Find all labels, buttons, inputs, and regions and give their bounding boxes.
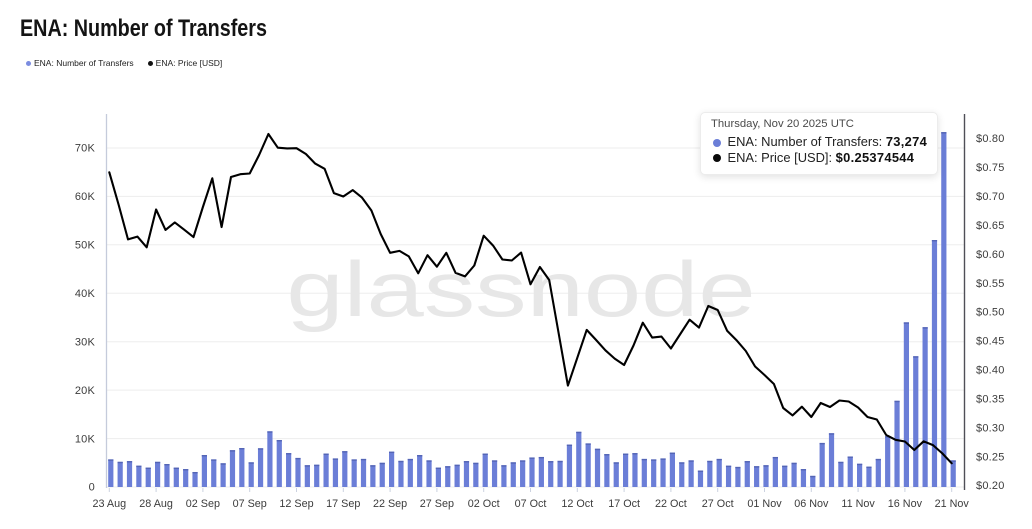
svg-text:01 Nov: 01 Nov xyxy=(747,498,782,510)
svg-text:10K: 10K xyxy=(75,433,96,445)
svg-text:02 Sep: 02 Sep xyxy=(186,498,220,510)
svg-text:$0.50: $0.50 xyxy=(976,307,1005,319)
svg-text:11 Nov: 11 Nov xyxy=(841,498,875,510)
svg-text:$0.40: $0.40 xyxy=(976,365,1005,377)
svg-text:$0.60: $0.60 xyxy=(976,249,1005,261)
svg-text:22 Oct: 22 Oct xyxy=(655,498,687,510)
svg-text:$0.45: $0.45 xyxy=(976,336,1005,348)
svg-text:02 Oct: 02 Oct xyxy=(468,498,500,510)
svg-text:12 Sep: 12 Sep xyxy=(279,498,313,510)
svg-text:$0.75: $0.75 xyxy=(976,162,1005,174)
svg-text:$0.55: $0.55 xyxy=(976,278,1005,290)
svg-text:20K: 20K xyxy=(75,385,96,397)
svg-text:17 Sep: 17 Sep xyxy=(326,498,360,510)
svg-text:glassnode: glassnode xyxy=(286,246,755,333)
svg-text:07 Oct: 07 Oct xyxy=(515,498,547,510)
svg-text:40K: 40K xyxy=(75,288,96,300)
svg-text:$0.30: $0.30 xyxy=(976,422,1005,434)
svg-text:$0.65: $0.65 xyxy=(976,220,1005,232)
svg-text:06 Nov: 06 Nov xyxy=(794,498,829,510)
svg-text:12 Oct: 12 Oct xyxy=(561,498,593,510)
svg-text:0: 0 xyxy=(89,482,95,494)
svg-text:$0.35: $0.35 xyxy=(976,393,1005,405)
svg-text:28 Aug: 28 Aug xyxy=(139,498,173,510)
svg-text:$0.70: $0.70 xyxy=(976,191,1005,203)
svg-text:23 Aug: 23 Aug xyxy=(92,498,126,510)
svg-text:$0.25: $0.25 xyxy=(976,451,1005,463)
svg-text:27 Sep: 27 Sep xyxy=(420,498,454,510)
svg-text:$0.20: $0.20 xyxy=(976,480,1005,492)
svg-text:30K: 30K xyxy=(75,336,96,348)
svg-text:22 Sep: 22 Sep xyxy=(373,498,407,510)
svg-text:60K: 60K xyxy=(75,191,96,203)
svg-text:17 Oct: 17 Oct xyxy=(608,498,640,510)
svg-text:07 Sep: 07 Sep xyxy=(233,498,267,510)
svg-text:70K: 70K xyxy=(75,143,96,155)
svg-text:21 Nov: 21 Nov xyxy=(935,498,970,510)
svg-text:$0.80: $0.80 xyxy=(976,133,1005,145)
svg-text:16 Nov: 16 Nov xyxy=(888,498,923,510)
svg-text:50K: 50K xyxy=(75,240,96,252)
svg-text:27 Oct: 27 Oct xyxy=(702,498,734,510)
